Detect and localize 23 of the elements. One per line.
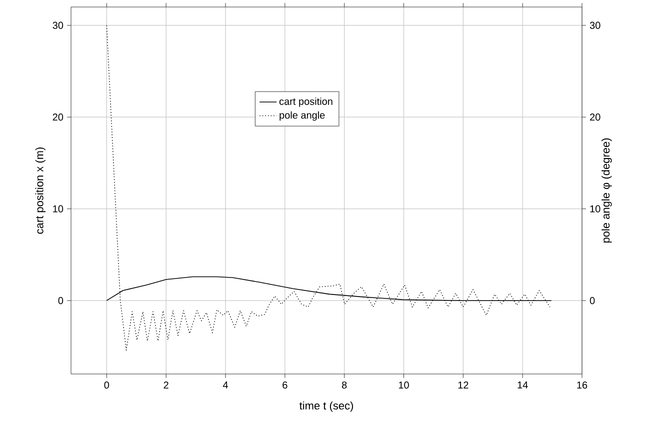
y-tick-label: 0 [58,297,64,304]
x-tick-label: 8 [342,382,347,389]
x-tick-label: 6 [282,382,288,389]
y-tick-label: 10 [53,205,64,212]
x-axis-title: time t (sec) [299,401,354,412]
y2-axis-title: pole angle φ (degree) [602,138,612,243]
y2-tick-label: 20 [590,114,600,121]
legend-label: pole angle [280,111,325,121]
x-tick-label: 10 [398,382,409,389]
y2-tick-label: 10 [590,205,600,212]
y-tick-label: 30 [52,22,64,29]
x-tick-label: 4 [222,382,228,388]
legend-label: cart position [279,98,332,107]
y2-tick-label: 30 [590,22,600,29]
x-tick-label: 14 [518,382,528,388]
y2-tick-label: 0 [590,297,595,304]
y-axis-title: cart position x (m) [35,147,46,234]
x-tick-label: 2 [164,382,168,388]
x-tick-label: 16 [577,382,588,389]
line-series [106,24,550,351]
y-tick-label: 20 [52,114,64,121]
x-tick-label: 0 [104,382,110,389]
x-tick-label: 12 [458,382,468,388]
